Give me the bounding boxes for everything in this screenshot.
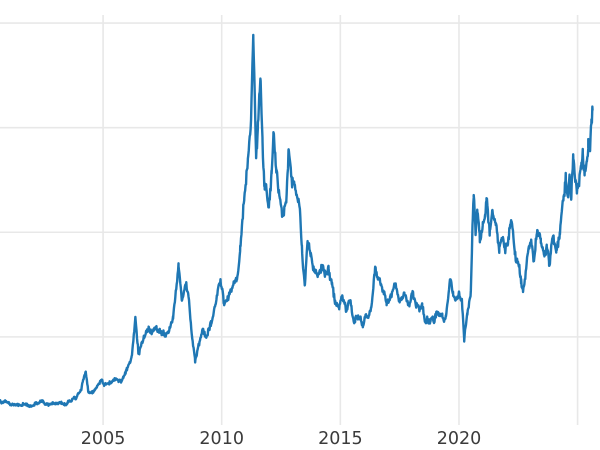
- price-line: [0, 33, 594, 409]
- price-line-series: [0, 33, 594, 409]
- gridlines: [0, 15, 600, 425]
